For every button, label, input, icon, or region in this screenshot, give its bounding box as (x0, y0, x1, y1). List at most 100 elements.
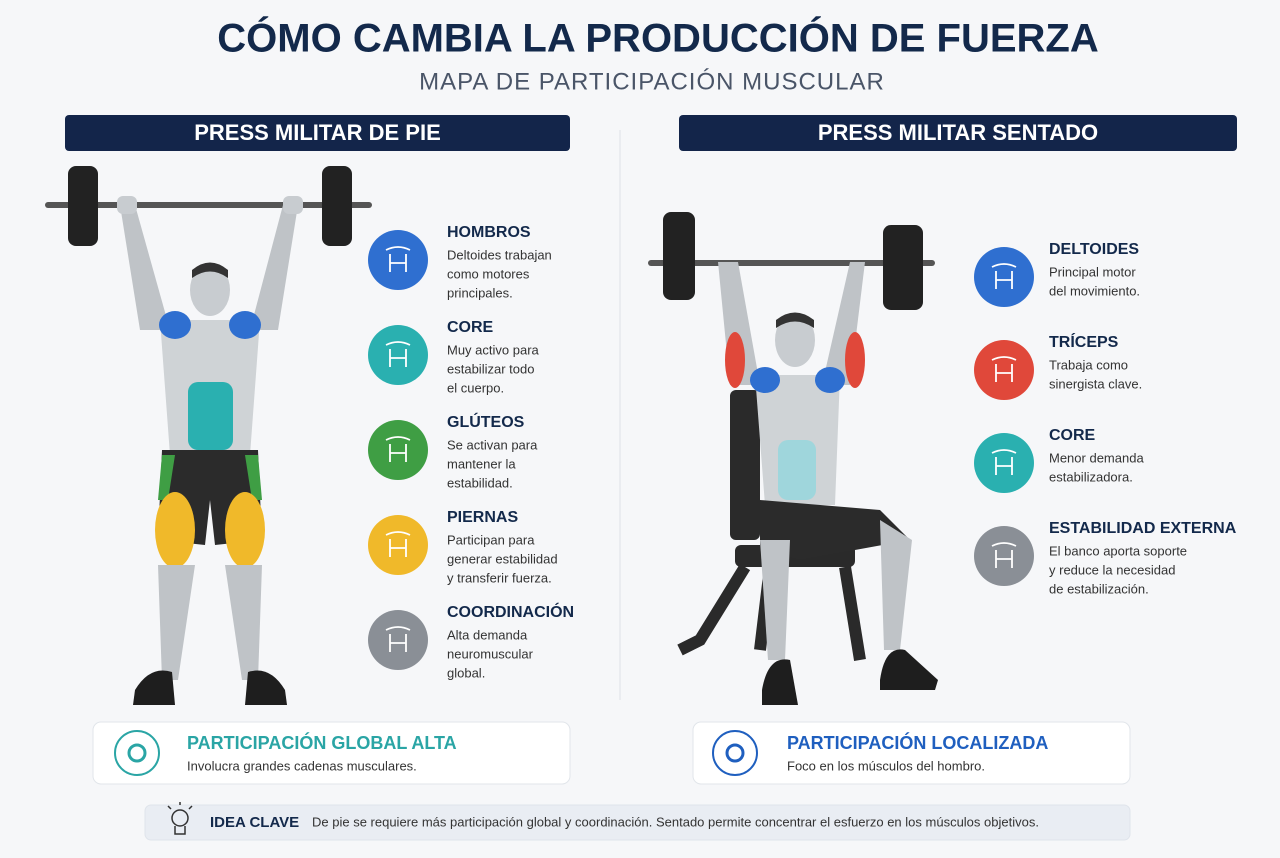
figure-ellipse (225, 492, 265, 568)
figure-path (880, 520, 912, 650)
item-text: el cuerpo. (447, 380, 504, 395)
seated-figure (648, 212, 938, 705)
icon-glyph (385, 531, 411, 557)
figure-ellipse (750, 367, 780, 393)
panels: PRESS MILITAR DE PIE HOMBROS Deltoides tra… (65, 115, 1237, 785)
item-text: El banco aporta soporte (1049, 543, 1187, 558)
icon-glyph (991, 356, 1017, 382)
item-title: GLÚTEOS (447, 412, 525, 431)
figure-path (245, 455, 262, 500)
figure-rect (663, 212, 695, 300)
item-title: HOMBROS (447, 224, 531, 241)
item-text: de estabilización. (1049, 581, 1149, 596)
item-text: estabilizar todo (447, 361, 534, 376)
figure-path (192, 262, 228, 278)
item-text: Principal motor (1049, 264, 1136, 279)
figure-path (133, 670, 175, 705)
panel-header (679, 115, 1237, 151)
figure-path (158, 455, 175, 500)
figure-path (760, 500, 910, 560)
figure-path (245, 670, 287, 705)
summary-icon-dot (725, 743, 745, 763)
item-text: neuromuscular (447, 646, 534, 661)
item-title: TRÍCEPS (1049, 332, 1119, 351)
item-text: principales. (447, 285, 513, 300)
item-text: global. (447, 665, 485, 680)
figure-path (880, 649, 938, 690)
figure-rect (883, 225, 923, 310)
item-icon (368, 420, 428, 480)
figure-path (822, 262, 865, 385)
summary-box (692, 721, 1131, 785)
item-icon (368, 325, 428, 385)
item-text: Trabaja como (1049, 357, 1128, 372)
summary-icon-dot (127, 743, 147, 763)
figure-ellipse (845, 332, 865, 388)
figure-ellipse (775, 313, 815, 367)
item-text: Menor demanda (1049, 450, 1144, 465)
item-icon (368, 515, 428, 575)
summary-text: Involucra grandes cadenas musculares. (187, 758, 417, 773)
figure-path (776, 312, 814, 328)
icon-glyph (385, 341, 411, 367)
figure-rect (322, 166, 352, 246)
figure-path (167, 802, 193, 810)
item-icon (974, 526, 1034, 586)
icon-glyph (991, 542, 1017, 568)
summary-box (92, 721, 571, 785)
summary-title: PARTICIPACIÓN GLOBAL ALTA (187, 732, 457, 753)
panel-title: PRESS MILITAR DE PIE (194, 120, 441, 145)
key-idea-text: De pie se requiere más participación glo… (312, 814, 1039, 829)
item-icon (974, 340, 1034, 400)
bulb-icon (167, 802, 193, 835)
figure-path (120, 205, 170, 330)
item-text: como motores (447, 266, 530, 281)
figure-ellipse (155, 492, 195, 568)
key-idea-label: IDEA CLAVE (210, 814, 299, 831)
item-text: Participan para (447, 532, 535, 547)
item-text: sinergista clave. (1049, 376, 1142, 391)
summary-icon (712, 730, 758, 776)
key-idea-box (144, 804, 1131, 841)
figure-rect (730, 390, 760, 540)
item-text: y reduce la necesidad (1049, 562, 1175, 577)
item-text: Deltoides trabajan (447, 247, 552, 262)
item-icon (368, 610, 428, 670)
item-title: COORDINACIÓN (447, 602, 574, 621)
figure-ellipse (190, 264, 230, 316)
item-title: DELTOIDES (1049, 241, 1139, 258)
figure-path (760, 540, 790, 660)
item-text: Alta demanda (447, 627, 528, 642)
item-text: y transferir fuerza. (447, 570, 552, 585)
subtitle: MAPA DE PARTICIPACIÓN MUSCULAR (419, 68, 885, 95)
figure-rect (68, 166, 98, 246)
item-text: Muy activo para (447, 342, 540, 357)
item-text: del movimiento. (1049, 283, 1140, 298)
item-text: estabilizadora. (1049, 469, 1133, 484)
icon-glyph (385, 246, 411, 272)
figure-rect (188, 382, 233, 450)
standing-figure (45, 166, 372, 705)
item-title: CORE (447, 319, 494, 336)
figure-ellipse (725, 332, 745, 388)
icon-glyph (385, 626, 411, 652)
icon-glyph (991, 263, 1017, 289)
item-text: Se activan para (447, 437, 538, 452)
item-text: generar estabilidad (447, 551, 558, 566)
icon-glyph (991, 449, 1017, 475)
item-icon (368, 230, 428, 290)
icon-glyph (385, 436, 411, 462)
figure-rect (117, 196, 137, 214)
summary-icon (114, 730, 160, 776)
figure-path (158, 565, 195, 680)
figure-ellipse (159, 311, 191, 339)
figure-rect (778, 440, 816, 500)
summary-title: PARTICIPACIÓN LOCALIZADA (787, 732, 1048, 753)
item-text: mantener la (447, 456, 516, 471)
panel-title: PRESS MILITAR SENTADO (818, 120, 1098, 145)
item-text: estabilidad. (447, 475, 513, 490)
summary-text: Foco en los músculos del hombro. (787, 758, 985, 773)
figure-path (762, 659, 798, 705)
